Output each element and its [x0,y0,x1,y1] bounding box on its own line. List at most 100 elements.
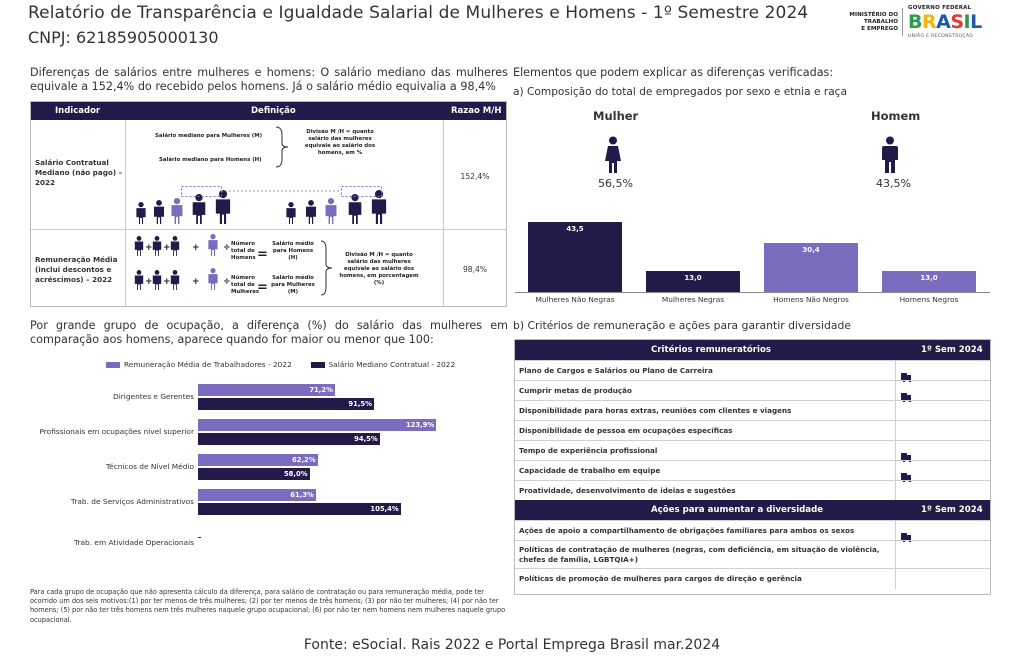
criteria-row-label: Proatividade, desenvolvimento de ideias … [519,486,736,495]
plus-sign: + [163,243,171,253]
def-men-median: Salário mediano para Homens (H) [159,157,262,163]
composition-value: 43,5 [566,225,584,233]
ratio-median: 152,4% [460,172,490,181]
cnpj-label: CNPJ: 62185905000130 [28,28,219,47]
woman-percentage: 56,5% [598,177,633,190]
legend-swatch-median [310,362,325,368]
def-division-average: Divisão M /H = quanto salário das mulher… [339,252,419,286]
person-icon [305,200,317,224]
criteria-row-label: Plano de Cargos e Salários ou Plano de C… [519,366,713,375]
ratio-average: 98,4% [462,265,488,274]
person-icon [208,234,218,256]
occupation-bar [198,398,374,410]
occupation-bar [198,433,380,445]
composition-subtitle: a) Composição do total de empregados por… [513,86,848,98]
plus-sign: + [192,277,200,287]
occupation-category: Dirigentes e Gerentes [113,392,194,401]
column-divider [895,421,896,441]
row-divider [31,229,506,230]
person-icon [348,194,362,224]
indicator-median: Salário Contratual Mediano (não pago) – … [35,158,123,187]
equals-sign: = [257,280,268,295]
action-row-label: Políticas de contratação de mulheres (ne… [519,545,880,564]
median-dashed-box [181,186,382,197]
criteria-header-semester: 1º Sem 2024 [921,345,983,355]
indicator-average: Remuneração Média (inclui descontos e ac… [35,255,118,284]
divide-sign: ÷ [223,277,231,287]
uniao-label: UNIÃO E RECONSTRUÇÃO [908,34,974,39]
composition-category: Homens Não Negros [773,295,849,304]
person-icon [170,236,180,256]
def-division-median: Divisão M /H = quanto salário das mulher… [304,129,376,156]
occupation-category: Profissionais em ocupações nível superio… [39,427,194,436]
person-icon [152,270,162,290]
col-divider [443,120,444,306]
footnote: Para cada grupo de ocupação que não apre… [30,588,506,624]
government-logo: MINISTÉRIO DO TRABALHO E EMPREGO GOVERNO… [836,4,986,44]
column-divider [895,521,896,541]
criteria-row: Disponibilidade de pessoa em ocupações e… [515,420,990,441]
column-divider [895,569,896,589]
occupation-value: 58,0% [283,470,308,478]
composition-category: Mulheres Negras [661,295,725,304]
plus-sign: + [145,277,153,287]
legend-avg: Remuneração Média de Trabalhadores - 202… [124,360,292,369]
person-icon [215,190,231,224]
occupation-bar [198,489,316,501]
actions-header-semester: 1º Sem 2024 [921,505,983,515]
ministry-line-3: E EMPREGO [861,26,898,32]
header-ratio: Razao M/H [451,106,502,116]
occupation-category: Trab. em Atividade Operacionais [74,538,194,547]
person-icon [136,202,146,224]
woman-icon [605,136,621,173]
man-label: Homem [871,109,921,123]
occupation-value: 105,4% [370,505,399,513]
def-avg-women: Salário médio para Mulheres (M) [271,275,315,295]
plus-sign: + [163,277,171,287]
person-icon [171,198,183,224]
criteria-row: Disponibilidade para horas extras, reuni… [515,400,990,421]
indicator-table: Indicador Definição Razao M/H Salário Co… [30,101,507,307]
divide-sign: ÷ [223,243,231,253]
column-divider [895,441,896,461]
logo-divider [902,8,903,36]
occupation-value: 123,9% [405,421,435,429]
occupation-value: 71,2% [309,386,333,394]
brace-icon [275,126,289,168]
person-icon [325,198,337,224]
check-icon [901,387,914,402]
person-icon [170,270,180,290]
occupation-bar [198,454,318,466]
action-row-label: Políticas de promoção de mulheres para c… [519,574,802,583]
composition-bar [646,271,740,292]
header-indicator: Indicador [55,106,101,116]
occupation-value: 62,2% [292,456,316,464]
occupation-bar [198,503,401,515]
occupation-intro: Por grande grupo de ocupação, a diferenç… [30,319,508,346]
action-row: Políticas de contratação de mulheres (ne… [515,540,990,569]
def-women-median: Salário mediano para Mulheres (M) [155,133,263,139]
check-icon [901,467,914,482]
occupation-bar [198,419,437,431]
person-icon [134,236,144,256]
composition-axis [515,292,990,293]
person-icon [153,200,165,224]
composition-bar [764,243,858,292]
criteria-subtitle: b) Critérios de remuneração e ações para… [513,319,851,332]
column-divider [895,401,896,421]
actions-header-label: Ações para aumentar a diversidade [651,505,824,515]
person-icon [208,268,218,290]
criteria-row: Proatividade, desenvolvimento de ideias … [515,480,990,501]
indicator-table-header: Indicador Definição Razao M/H [31,102,506,120]
elements-title: Elementos que podem explicar as diferenç… [513,66,834,79]
composition-value: 13,0 [920,274,938,283]
criteria-row-label: Cumprir metas de produção [519,386,632,395]
criteria-row-label: Disponibilidade para horas extras, reuni… [519,406,792,415]
occupation-value: 91,5% [348,400,372,408]
occupation-bar [198,468,310,480]
actions-header: Ações para aumentar a diversidade 1º Sem … [515,500,990,520]
legend-median: Salário Mediano Contratual - 2022 [328,360,456,369]
ministry-line-2: TRABALHO [863,19,898,25]
report-title: Relatório de Transparência e Igualdade S… [28,3,809,23]
criteria-header: Critérios remuneratórios 1º Sem 2024 [515,340,990,360]
